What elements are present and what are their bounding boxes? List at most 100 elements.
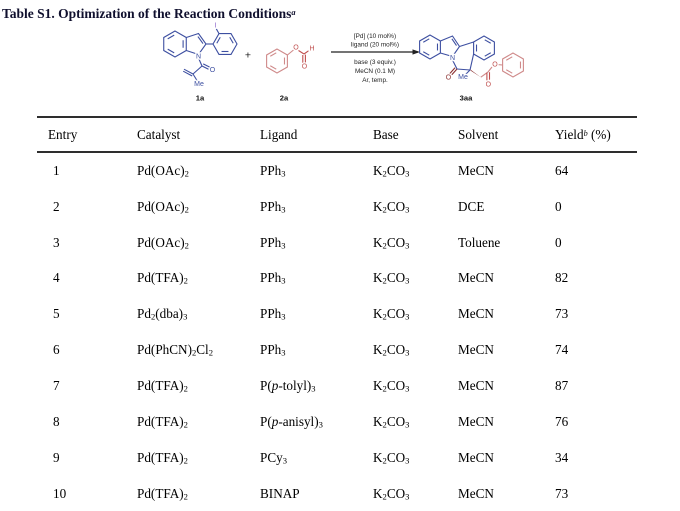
table-cell: MeCN xyxy=(458,306,494,322)
table-cell: Pd(OAc)2 xyxy=(137,198,189,215)
table-cell: Pd(TFA)2 xyxy=(137,449,188,466)
table-cell: K2CO3 xyxy=(373,234,410,251)
oxygen-atom-label-2a-carbonyl: O xyxy=(302,64,308,71)
table-cell: BINAP xyxy=(260,485,300,501)
table-row: 5 Pd2(dba)3 PPh3 K2CO3 MeCN 73 xyxy=(37,296,637,332)
table-cell: PCy3 xyxy=(260,449,288,466)
entry-cell: 6 xyxy=(53,342,60,358)
table-row: 9 Pd(TFA)2 PCy3 K2CO3 MeCN 34 xyxy=(37,440,637,476)
table-cell: MeCN xyxy=(458,413,494,429)
table-cell: Toluene xyxy=(458,234,501,250)
table-cell: PPh3 xyxy=(260,162,286,179)
compound-label-3aa: 3aa xyxy=(460,94,473,103)
table-cell: DCE xyxy=(458,198,485,214)
table-row: 7 Pd(TFA)2 P(p-tolyl)3 K2CO3 MeCN 87 xyxy=(37,368,637,404)
table-cell: 34 xyxy=(555,449,569,465)
table-cell: Pd(TFA)2 xyxy=(137,413,188,430)
table-cell: MeCN xyxy=(458,377,494,393)
table-cell: MeCN xyxy=(458,342,494,358)
table-cell: 0 xyxy=(555,234,562,250)
table-cell: PPh3 xyxy=(260,270,286,286)
table-cell: K2CO3 xyxy=(373,449,410,466)
table-cell: K2CO3 xyxy=(373,270,410,286)
table-cell: P(p-tolyl)3 xyxy=(260,377,316,394)
entry-cell: 7 xyxy=(53,377,60,393)
entry-cell: 9 xyxy=(53,449,60,465)
table-cell: Pd2(dba)3 xyxy=(137,306,188,322)
nitrogen-atom-label-1a: N xyxy=(196,54,201,61)
table-cell: PPh3 xyxy=(260,198,286,215)
column-header-ligand: Ligand xyxy=(260,126,298,142)
table-cell: P(p-anisyl)3 xyxy=(260,413,323,430)
condition-pd-loading: [Pd] (10 mol%) xyxy=(354,33,396,40)
table-cell: K2CO3 xyxy=(373,306,410,322)
table-cell: Pd(OAc)2 xyxy=(137,162,189,179)
table-row: 1 Pd(OAc)2 PPh3 K2CO3 MeCN 64 xyxy=(37,153,637,189)
entry-cell: 8 xyxy=(53,413,60,429)
table-cell: K2CO3 xyxy=(373,413,410,430)
table-cell: 87 xyxy=(555,377,569,393)
oxygen-atom-label-3aa-ester: O xyxy=(492,62,498,69)
entry-cell: 4 xyxy=(53,270,60,286)
oxygen-atom-label-1a: O xyxy=(210,67,216,74)
column-header-entry: Entry xyxy=(48,126,78,142)
table-header-row: Entry Catalyst Ligand Base Solvent Yieldb (%) xyxy=(37,118,637,153)
optimization-table: Entry Catalyst Ligand Base Solvent Yieldb (%)… xyxy=(37,116,637,511)
condition-base: base (3 equiv.) xyxy=(354,59,396,66)
table-cell: 64 xyxy=(555,162,569,178)
table-row: 2 Pd(OAc)2 PPh3 K2CO3 DCE 0 xyxy=(37,189,637,225)
table-cell: 73 xyxy=(555,485,569,501)
iodine-atom-label: I xyxy=(215,23,217,30)
bond-drawing xyxy=(163,28,524,81)
table-cell: Pd(OAc)2 xyxy=(137,234,189,251)
methyl-label-3aa: Me xyxy=(458,74,468,81)
condition-ligand-loading: ligand (20 mol%) xyxy=(351,42,399,49)
condition-atmosphere: Ar, temp. xyxy=(362,77,388,84)
results-table-body: 1 Pd(OAc)2 PPh3 K2CO3 MeCN 64 2 Pd(OAc)2 PPh3 K2C… xyxy=(37,153,637,511)
compound-label-2a: 2a xyxy=(280,94,289,103)
table-cell: K2CO3 xyxy=(373,485,410,502)
table-cell: 82 xyxy=(555,270,569,286)
table-cell: Pd(PhCN)2Cl2 xyxy=(137,342,214,358)
table-cell: Pd(TFA)2 xyxy=(137,485,188,502)
table-cell: Pd(TFA)2 xyxy=(137,377,188,394)
table-cell: MeCN xyxy=(458,485,494,501)
hydrogen-atom-label-2a: H xyxy=(309,46,314,53)
table-cell: MeCN xyxy=(458,449,494,465)
table-cell: 74 xyxy=(555,342,569,358)
methyl-label-1a: Me xyxy=(194,81,204,88)
column-header-solvent: Solvent xyxy=(458,126,499,142)
reaction-scheme: I N O Me 1a + O H O 2a [Pd] (10 mol%) li… xyxy=(163,21,524,103)
column-header-yieldb: Yieldb (%) xyxy=(555,126,611,142)
table-row: 3 Pd(OAc)2 PPh3 K2CO3 Toluene 0 xyxy=(37,225,637,261)
column-header-catalyst: Catalyst xyxy=(137,126,181,142)
table-cell: 73 xyxy=(555,306,569,322)
table-cell: K2CO3 xyxy=(373,342,410,358)
table-row: 6 Pd(PhCN)2Cl2 PPh3 K2CO3 MeCN 74 xyxy=(37,332,637,368)
column-header-base: Base xyxy=(373,126,399,142)
plus-sign: + xyxy=(245,50,251,62)
compound-label-1a: 1a xyxy=(196,94,205,103)
table-cell: K2CO3 xyxy=(373,162,410,179)
table-cell: MeCN xyxy=(458,270,494,286)
entry-cell: 5 xyxy=(53,306,60,322)
table-cell: MeCN xyxy=(458,162,494,178)
oxygen-atom-label-2a-ester: O xyxy=(293,45,299,52)
table-cell: K2CO3 xyxy=(373,198,410,215)
table-row: 10 Pd(TFA)2 BINAP K2CO3 MeCN 73 xyxy=(37,476,637,511)
entry-cell: 3 xyxy=(53,234,60,250)
table-cell: K2CO3 xyxy=(373,377,410,394)
table-cell: PPh3 xyxy=(260,234,286,251)
table-row: 8 Pd(TFA)2 P(p-anisyl)3 K2CO3 MeCN 76 xyxy=(37,404,637,440)
entry-cell: 1 xyxy=(53,162,60,178)
table-cell: Pd(TFA)2 xyxy=(137,270,188,286)
table-row: 4 Pd(TFA)2 PPh3 K2CO3 MeCN 82 xyxy=(37,261,637,297)
condition-solvent: MeCN (0.1 M) xyxy=(355,68,395,75)
entry-cell: 10 xyxy=(53,485,67,501)
nitrogen-atom-label-3aa: N xyxy=(450,55,455,62)
entry-cell: 2 xyxy=(53,198,60,214)
oxygen-atom-label-3aa-carbonyl: O xyxy=(486,82,492,89)
table-cell: PPh3 xyxy=(260,306,286,322)
oxygen-atom-label-3aa-lactam: O xyxy=(446,75,452,82)
table-cell: 76 xyxy=(555,413,569,429)
